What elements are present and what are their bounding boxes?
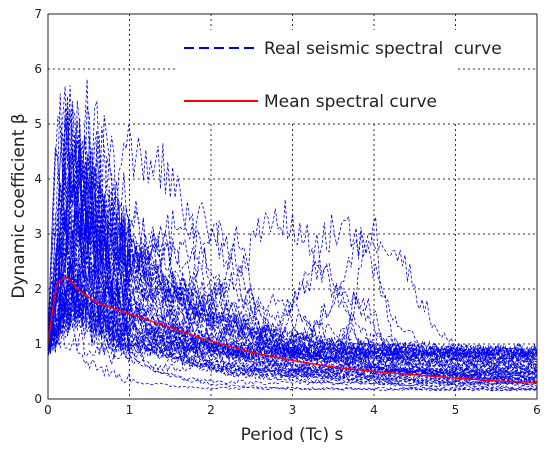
mean-spectral-curve — [47, 277, 538, 384]
real-seismic-curve — [47, 270, 538, 382]
y-tick-label: 4 — [34, 172, 42, 186]
x-tick-label: 5 — [452, 403, 460, 417]
real-seismic-curve — [47, 328, 538, 391]
x-tick-label: 1 — [126, 403, 134, 417]
real-seismic-curve — [47, 86, 538, 359]
real-seismic-curve — [47, 214, 538, 359]
real-seismic-curve — [47, 165, 538, 383]
x-tick-label: 4 — [370, 403, 378, 417]
x-tick-labels: 0 1 2 3 4 5 6 — [44, 403, 541, 417]
real-seismic-curve — [47, 255, 538, 373]
y-tick-label: 3 — [34, 227, 42, 241]
real-seismic-curve — [47, 162, 538, 368]
real-seismic-curve — [47, 269, 538, 377]
x-tick-label: 2 — [207, 403, 215, 417]
real-seismic-curve — [47, 296, 538, 392]
real-seismic-curve — [47, 108, 538, 366]
real-seismic-curve — [47, 222, 538, 376]
y-tick-labels: 0 1 2 3 4 5 6 7 — [34, 7, 42, 406]
y-tick-label: 1 — [34, 337, 42, 351]
real-seismic-curve — [47, 149, 538, 372]
real-seismic-curve — [47, 149, 538, 383]
x-tick-label: 0 — [44, 403, 52, 417]
legend-label-mean-curve: Mean spectral curve — [264, 92, 437, 112]
real-seismic-curve — [47, 125, 538, 383]
y-tick-label: 6 — [34, 62, 42, 76]
real-seismic-curve — [47, 219, 538, 385]
real-seismic-curve — [47, 183, 538, 361]
real-seismic-curve — [47, 179, 538, 363]
real-seismic-curve — [47, 155, 538, 392]
x-tick-label: 3 — [289, 403, 297, 417]
real-seismic-curve — [47, 105, 538, 361]
real-seismic-curve — [47, 186, 538, 363]
real-seismic-curve — [47, 272, 538, 359]
y-axis-title: Dynamic coefficient β — [9, 113, 29, 298]
y-tick-label: 7 — [34, 7, 42, 21]
x-tick-label: 6 — [533, 403, 541, 417]
real-seismic-curve — [47, 261, 538, 375]
y-tick-label: 2 — [34, 282, 42, 296]
y-tick-label: 0 — [34, 392, 42, 406]
real-seismic-curve — [47, 291, 538, 358]
legend-background — [178, 30, 458, 122]
real-seismic-curves — [47, 79, 538, 392]
plot-frame — [47, 13, 538, 400]
real-seismic-curve — [47, 285, 538, 364]
mean-curve-group — [47, 277, 538, 384]
legend: Real seismic spectral curve Mean spectra… — [178, 30, 502, 122]
real-seismic-curve — [47, 140, 538, 387]
legend-label-real-curve: Real seismic spectral curve — [264, 39, 502, 59]
x-axis-title: Period (Tc) s — [241, 425, 344, 445]
y-tick-label: 5 — [34, 117, 42, 131]
real-seismic-curve — [47, 115, 538, 366]
